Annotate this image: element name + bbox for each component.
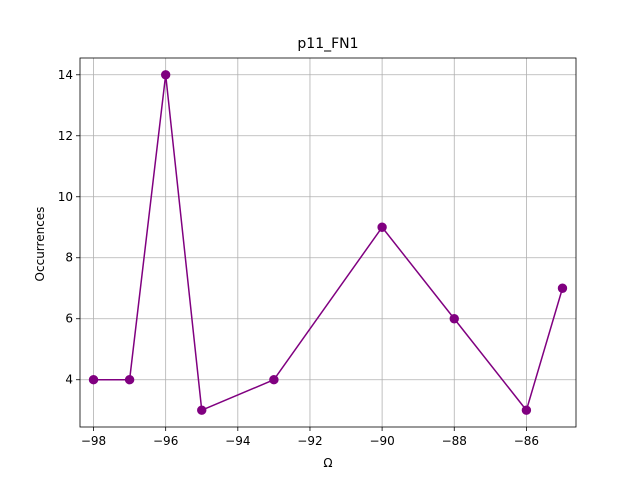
- y-tick-label: 6: [65, 312, 73, 326]
- y-tick-label: 12: [58, 129, 73, 143]
- x-tick-label: −96: [153, 434, 178, 448]
- data-point: [449, 314, 459, 324]
- x-tick-label: −98: [81, 434, 106, 448]
- data-point: [88, 375, 99, 385]
- x-tick-label: −86: [514, 434, 539, 448]
- data-point: [557, 283, 568, 293]
- x-axis-label: Ω: [323, 456, 332, 470]
- chart-title: p11_FN1: [297, 36, 358, 52]
- y-axis-label: Occurrences: [33, 207, 47, 282]
- x-tick-label: −92: [297, 434, 322, 448]
- data-point: [160, 70, 171, 80]
- x-tick-label: −94: [225, 434, 250, 448]
- data-point: [269, 375, 279, 385]
- data-point: [377, 222, 387, 232]
- x-tick-label: −88: [442, 434, 467, 448]
- y-tick-label: 8: [65, 251, 73, 265]
- x-tick-label: −90: [369, 434, 394, 448]
- y-tick-label: 4: [65, 373, 73, 387]
- y-tick-label: 14: [58, 68, 73, 82]
- axis-ticks: −98 −96 −94 −92 −90 −88 −86 4 6 8 10 12 14: [58, 68, 539, 448]
- data-point: [124, 375, 135, 385]
- data-point: [521, 405, 532, 415]
- grid: [80, 58, 576, 427]
- data-point: [197, 405, 207, 415]
- data-series: [88, 70, 568, 415]
- y-tick-label: 10: [58, 190, 73, 204]
- plot-frame: [79, 57, 577, 428]
